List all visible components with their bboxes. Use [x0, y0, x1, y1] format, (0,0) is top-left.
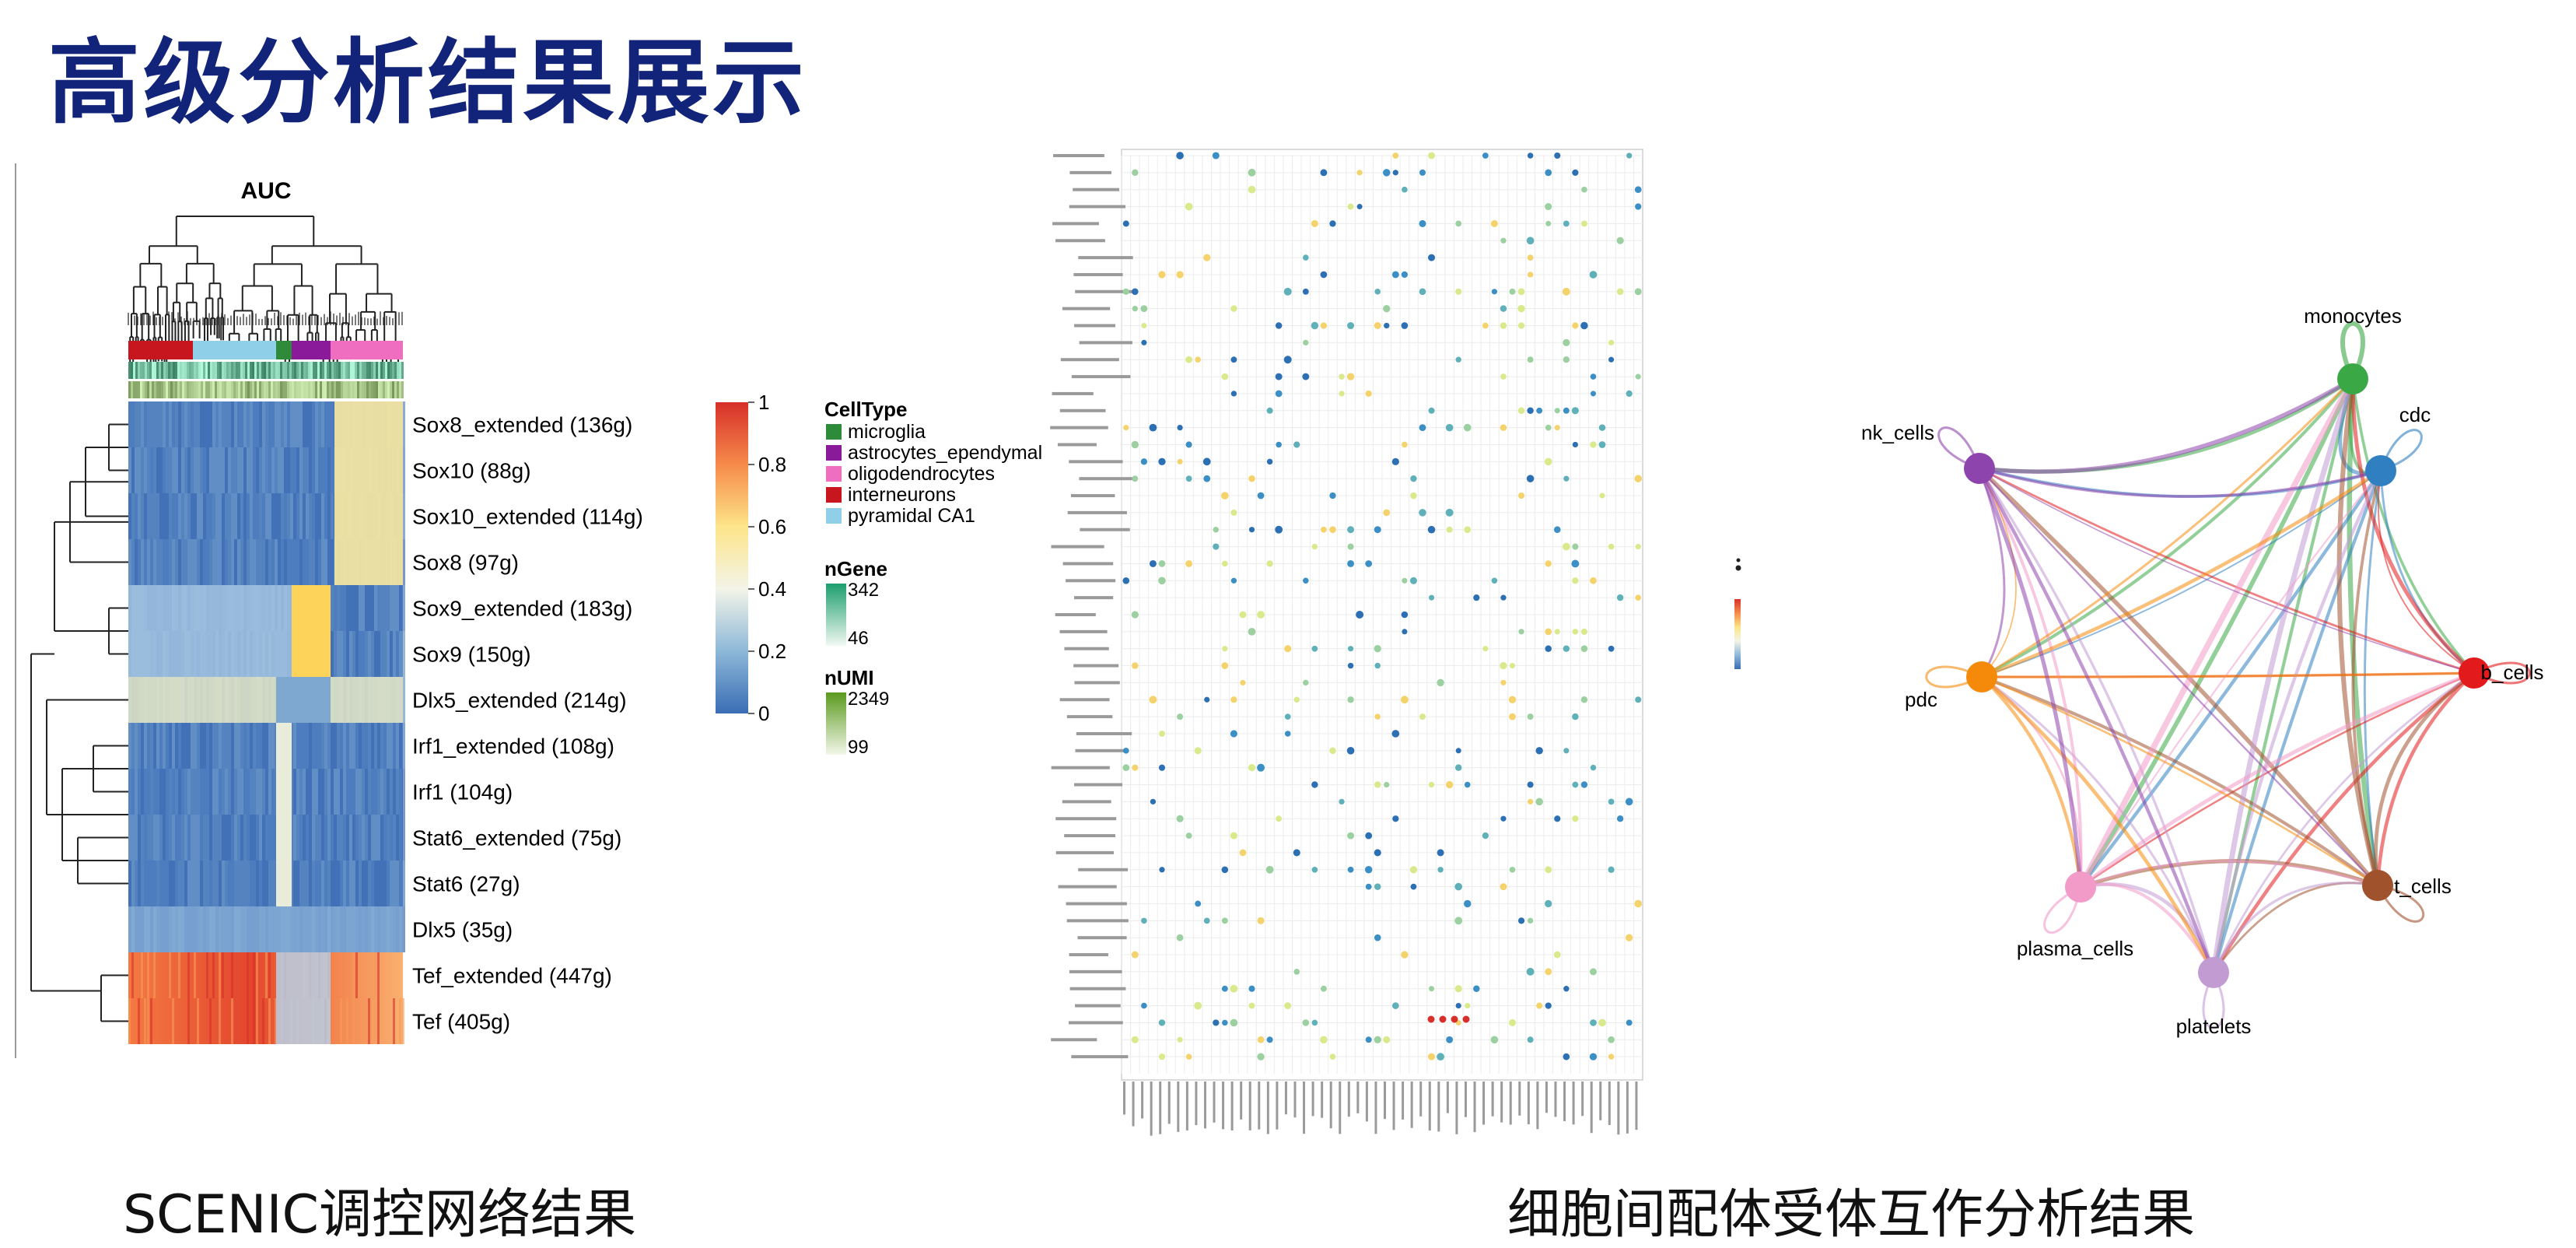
heatmap-row-label: Sox10 (88g) [412, 459, 531, 483]
dotplot-celltype-labels [1123, 1081, 1638, 1136]
numi-legend-title: nUMI [824, 666, 874, 689]
numi-min: 99 [848, 737, 869, 758]
column-annotation-bars [128, 341, 404, 398]
network-node-label: nk_cells [1861, 421, 1934, 444]
ligand-receptor-dotplot-panel [1034, 140, 1734, 1136]
dotplot-colorbar [1734, 599, 1741, 669]
heatmap-row-label: Tef (405g) [412, 1010, 510, 1034]
heatmap-row-label: Sox9 (150g) [412, 643, 531, 667]
network-node-label: t_cells [2394, 875, 2452, 898]
celltype-label: oligodendrocytes [848, 463, 995, 485]
dotplot-grid [1121, 155, 1643, 1074]
network-figure: monocytes cdc b_cells t_cells platelets plasm… [1861, 304, 2543, 1038]
network-node-label: plasma_cells [2017, 937, 2133, 960]
celltype-swatch [826, 466, 842, 482]
numi-max: 2349 [848, 689, 889, 710]
dotplot-legend-area [1731, 545, 1777, 685]
heatmap-row-label: Sox9_extended (183g) [412, 597, 632, 621]
celltype-label: microglia [848, 421, 926, 443]
celltype-label: interneurons [848, 484, 956, 506]
network-node [2365, 455, 2396, 486]
scenic-heatmap-panel: AUC Sox8_extended (136g) Sox10 (88g) Sox10… [0, 156, 1066, 1066]
network-node [2337, 363, 2368, 394]
celltype-label: pyramidal CA1 [848, 505, 975, 527]
page-title: 高级分析结果展示 [48, 29, 808, 136]
row-dendrogram [30, 423, 128, 1022]
auc-colorbar-ticks: 1 0.8 0.6 0.4 0.2 0 [748, 391, 786, 725]
interaction-network-panel: monocytes cdc b_cells t_cells platelets plasm… [1781, 249, 2576, 1105]
left-caption: SCENIC调控网络结果 [123, 1184, 637, 1246]
dotplot-points [1122, 152, 1643, 1061]
network-self-loops [1925, 321, 2531, 1029]
auc-colorbar-tick: 0 [758, 702, 769, 725]
heatmap-row-label: Stat6_extended (75g) [412, 826, 621, 850]
heatmap-row-label: Stat6 (27g) [412, 872, 520, 896]
celltype-swatch [826, 445, 842, 461]
heatmap-row-label: Irf1_extended (108g) [412, 734, 614, 759]
auc-colorbar-tick: 1 [758, 391, 769, 414]
network-node-label: monocytes [2304, 304, 2402, 328]
auc-colorbar-tick: 0.8 [758, 453, 786, 476]
auc-colorbar [716, 402, 748, 713]
heatmap-row-label: Tef_extended (447g) [412, 964, 612, 988]
dotplot-figure [1050, 149, 1643, 1136]
network-node-label: platelets [2176, 1015, 2252, 1038]
network-node-label: pdc [1905, 688, 1937, 711]
heatmap-row-label: Irf1 (104g) [412, 780, 513, 805]
right-caption: 细胞间配体受体互作分析结果 [1507, 1184, 2196, 1246]
auc-colorbar-tick: 0.6 [758, 515, 786, 538]
celltype-swatch [826, 424, 842, 440]
network-node [2459, 657, 2490, 689]
heatmap-row-label: Sox8_extended (136g) [412, 413, 632, 437]
network-node [2198, 957, 2229, 988]
ngene-min: 46 [848, 628, 869, 649]
celltype-label: astrocytes_ependymal [848, 442, 1042, 464]
network-node-label: b_cells [2481, 661, 2544, 684]
heatmap-row-label: Sox10_extended (114g) [412, 505, 643, 529]
heatmap-cells [128, 401, 405, 1044]
ngene-legend-title: nGene [824, 557, 887, 580]
network-node-label: cdc [2399, 403, 2431, 426]
heatmap-row-label: Dlx5 (35g) [412, 918, 513, 942]
ngene-colorbar [826, 584, 846, 646]
heatmap-figure: AUC Sox8_extended (136g) Sox10 (88g) Sox10… [15, 163, 1042, 1058]
heatmap-title: AUC [241, 178, 292, 204]
heatmap-row-label: Sox8 (97g) [412, 551, 519, 575]
network-node [2362, 870, 2393, 901]
celltype-legend-title: CellType [824, 398, 907, 421]
network-nodes [1964, 363, 2490, 988]
network-node-labels: monocytes cdc b_cells t_cells platelets plasm… [1861, 304, 2543, 1038]
celltype-legend: microgliaastrocytes_ependymaloligodendro… [826, 421, 1042, 527]
auc-colorbar-tick: 0.4 [758, 577, 786, 601]
network-node [1964, 453, 1995, 484]
heatmap-row-labels: Sox8_extended (136g) Sox10 (88g) Sox10_ext… [412, 413, 643, 1034]
network-node [1966, 661, 1997, 692]
dotplot-pair-labels [1050, 154, 1136, 1059]
network-node [2065, 871, 2096, 903]
ngene-max: 342 [848, 580, 879, 601]
heatmap-row-label: Dlx5_extended (214g) [412, 689, 627, 713]
auc-colorbar-tick: 0.2 [758, 640, 786, 663]
network-edges [1977, 377, 2476, 974]
celltype-swatch [826, 487, 842, 503]
celltype-swatch [826, 508, 842, 524]
numi-colorbar [826, 692, 846, 755]
